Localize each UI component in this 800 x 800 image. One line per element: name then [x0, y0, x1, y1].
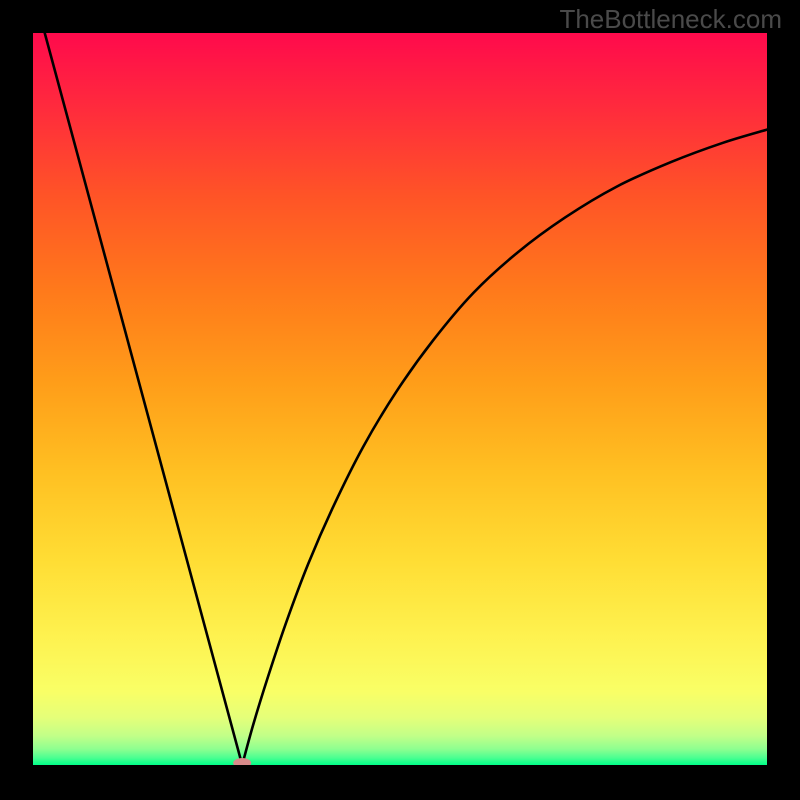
chart-container: TheBottleneck.com [0, 0, 800, 800]
plot-area [33, 33, 767, 765]
apex-marker [233, 758, 251, 765]
watermark-label: TheBottleneck.com [559, 4, 782, 34]
bottleneck-curve [33, 33, 767, 765]
watermark-text: TheBottleneck.com [559, 4, 782, 35]
